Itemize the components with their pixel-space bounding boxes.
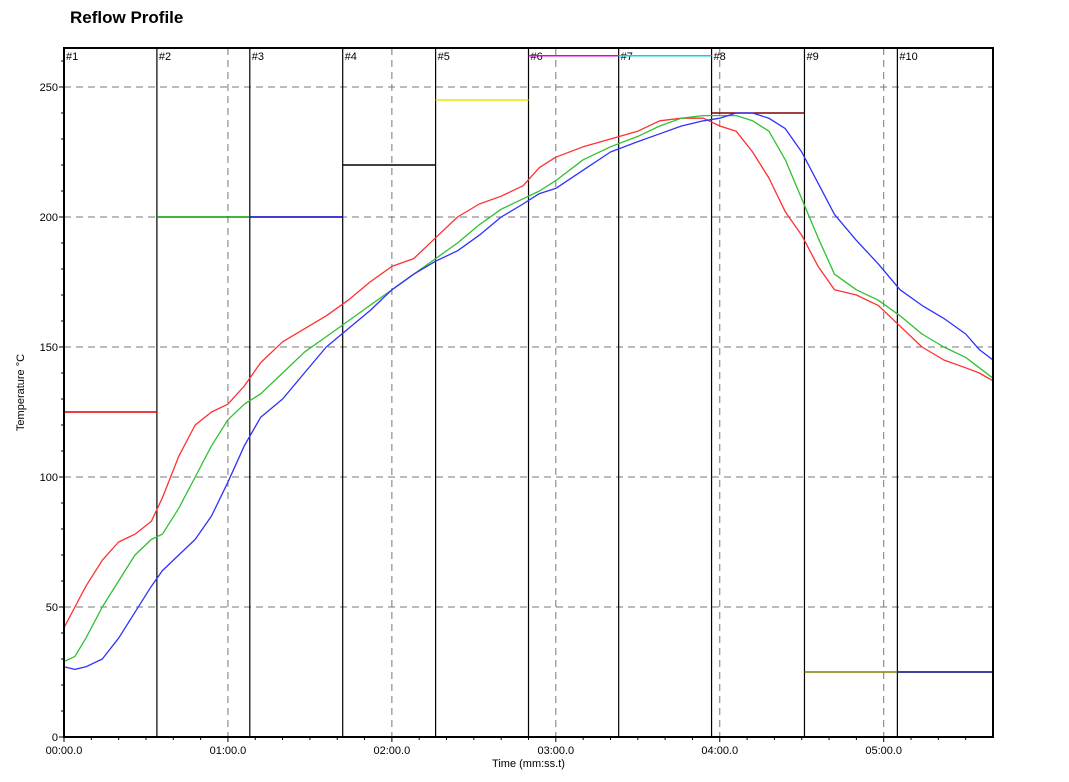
- zone-label: #2: [159, 51, 171, 63]
- series-line-3: [63, 112, 994, 671]
- y-tick-label: 250: [40, 82, 58, 94]
- x-tick-label: 05:00.0: [865, 745, 902, 757]
- temperature-series: [63, 112, 994, 671]
- x-tick-label: 03:00.0: [537, 745, 574, 757]
- zone-boundaries: #1 #2 #3 #4 #5 #6 #7 #8 #9 #10: [66, 48, 918, 737]
- x-tick-label: 01:00.0: [210, 745, 247, 757]
- y-tick-label: 100: [40, 472, 58, 484]
- report-title: Reflow Profile: [70, 8, 184, 27]
- zone-label: #9: [806, 51, 818, 63]
- zone-label: #10: [899, 51, 917, 63]
- y-tick-label: 150: [40, 342, 58, 354]
- x-tick-label: 02:00.0: [374, 745, 411, 757]
- grid: [64, 48, 993, 737]
- y-tick-label: 50: [46, 602, 58, 614]
- zone-label: #6: [531, 51, 543, 63]
- x-tick-label: 04:00.0: [701, 745, 738, 757]
- x-axis-label: Time (mm:ss.t): [492, 758, 565, 770]
- y-axis-label: Temperature °C: [15, 354, 27, 431]
- series-line-1: [63, 117, 994, 629]
- x-tick-label: 00:00.0: [46, 745, 83, 757]
- zone-setpoints: [64, 55, 993, 673]
- zone-label: #1: [66, 51, 78, 63]
- axes: 0 50 100 150 200 250 00:00.0 01:00.0 02:00.0 03:0…: [40, 60, 967, 757]
- y-tick-label: 200: [40, 212, 58, 224]
- zone-label: #5: [438, 51, 450, 63]
- zone-label: #3: [252, 51, 264, 63]
- zone-label: #7: [621, 51, 633, 63]
- series-line-2: [63, 114, 994, 663]
- y-tick-label: 0: [52, 732, 58, 744]
- zone-label: #8: [714, 51, 726, 63]
- zone-label: #4: [345, 51, 357, 63]
